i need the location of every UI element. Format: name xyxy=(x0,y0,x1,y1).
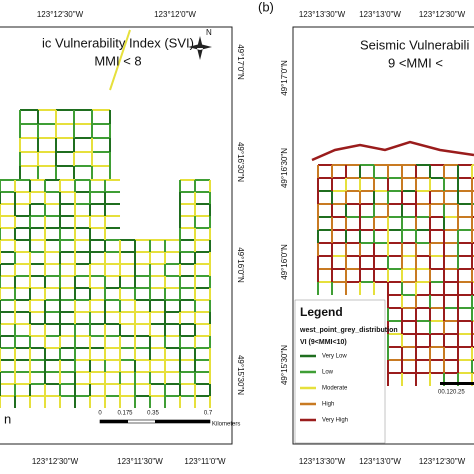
coord-label: 49°15'30"N xyxy=(236,355,245,395)
coord-label: 49°17'0"N xyxy=(236,44,245,80)
coord-label: 123°11'0"W xyxy=(184,457,226,466)
coord-label: 123°13'30"W xyxy=(299,10,346,19)
map-title: ic Vulnerability Index (SVI) xyxy=(42,35,194,50)
coord-label: 123°12'30"W xyxy=(419,457,466,466)
road-network-a xyxy=(0,29,211,408)
scale-label: 0 xyxy=(98,411,102,417)
coord-label: 49°16'30"N xyxy=(236,142,245,182)
map-title: Seismic Vulnerabili xyxy=(360,37,469,52)
coord-label: 49°16'0"N xyxy=(236,247,245,283)
map-frame-a xyxy=(0,26,233,445)
map-subtitle: 9 <MMI < xyxy=(388,55,443,70)
scale-label: 0.175 xyxy=(117,411,133,417)
coord-label: 123°12'30"W xyxy=(37,10,84,19)
scale-label: 00.120.25 xyxy=(438,390,465,396)
legend: Legend west_point_grey_distribution VI (… xyxy=(294,299,398,444)
scale-label: 0.35 xyxy=(147,411,159,417)
coord-label: 123°12'30"W xyxy=(32,457,79,466)
coord-label: 49°16'30"N xyxy=(280,148,289,188)
coord-label: 49°16'0"N xyxy=(280,244,289,280)
coord-label: 123°12'0"W xyxy=(154,10,196,19)
legend-label: Very Low xyxy=(322,354,347,360)
legend-label: Very High xyxy=(322,418,348,424)
road xyxy=(311,140,474,162)
north-arrow xyxy=(188,36,212,60)
panel-tag: (b) xyxy=(258,0,274,14)
scale-bar xyxy=(440,382,474,385)
legend-label: Moderate xyxy=(322,386,348,392)
legend-label: Low xyxy=(322,370,334,376)
coord-label: 49°15'30"N xyxy=(280,345,289,385)
coord-label: 49°17'0"N xyxy=(280,60,289,96)
scale-unit: Kilometers xyxy=(212,422,240,428)
north-label: N xyxy=(206,28,212,37)
legend-fragment: n xyxy=(4,411,11,426)
scale-label: 0.7 xyxy=(204,411,213,417)
coord-label: 123°13'0"W xyxy=(359,457,401,466)
coord-label: 123°12'30"W xyxy=(419,10,466,19)
map-subtitle: MMI < 8 xyxy=(94,53,141,68)
scale-bar xyxy=(99,419,211,424)
coord-label: 123°11'30"W xyxy=(117,457,163,466)
road xyxy=(109,29,131,91)
legend-layer: west_point_grey_distribution xyxy=(299,327,398,334)
legend-field: VI (9<MMI<10) xyxy=(300,339,347,346)
road-network-b xyxy=(311,140,474,386)
coord-label: 123°13'0"W xyxy=(359,10,401,19)
legend-label: High xyxy=(322,402,334,408)
coord-label: 123°13'30"W xyxy=(299,457,346,466)
legend-title: Legend xyxy=(300,305,343,319)
